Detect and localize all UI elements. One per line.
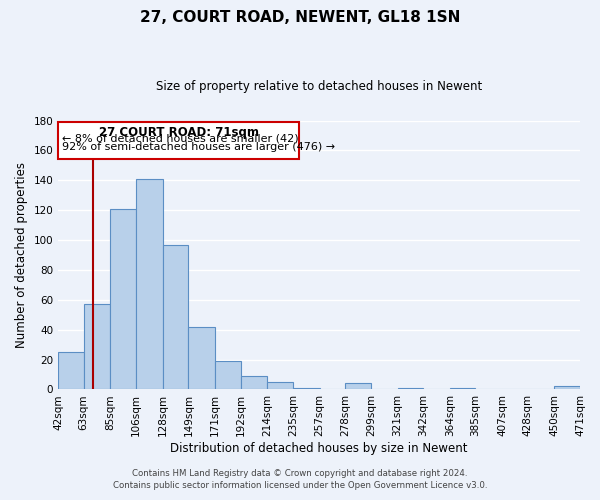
Bar xyxy=(293,388,320,390)
Bar xyxy=(345,384,371,390)
Y-axis label: Number of detached properties: Number of detached properties xyxy=(15,162,28,348)
Text: 92% of semi-detached houses are larger (476) →: 92% of semi-detached houses are larger (… xyxy=(62,142,335,152)
Text: ← 8% of detached houses are smaller (42): ← 8% of detached houses are smaller (42) xyxy=(62,134,298,143)
Bar xyxy=(163,244,188,390)
Bar xyxy=(84,304,110,390)
Text: Contains HM Land Registry data © Crown copyright and database right 2024.
Contai: Contains HM Land Registry data © Crown c… xyxy=(113,469,487,490)
Bar xyxy=(58,352,84,390)
Title: Size of property relative to detached houses in Newent: Size of property relative to detached ho… xyxy=(156,80,482,93)
Bar xyxy=(398,388,423,390)
Bar xyxy=(268,382,293,390)
Bar xyxy=(241,376,268,390)
Bar xyxy=(450,388,475,390)
Bar xyxy=(110,208,136,390)
Bar xyxy=(215,361,241,390)
FancyBboxPatch shape xyxy=(58,122,299,160)
X-axis label: Distribution of detached houses by size in Newent: Distribution of detached houses by size … xyxy=(170,442,468,455)
Text: 27 COURT ROAD: 71sqm: 27 COURT ROAD: 71sqm xyxy=(98,126,259,139)
Bar xyxy=(188,326,215,390)
Bar xyxy=(136,179,163,390)
Bar xyxy=(554,386,580,390)
Text: 27, COURT ROAD, NEWENT, GL18 1SN: 27, COURT ROAD, NEWENT, GL18 1SN xyxy=(140,10,460,25)
